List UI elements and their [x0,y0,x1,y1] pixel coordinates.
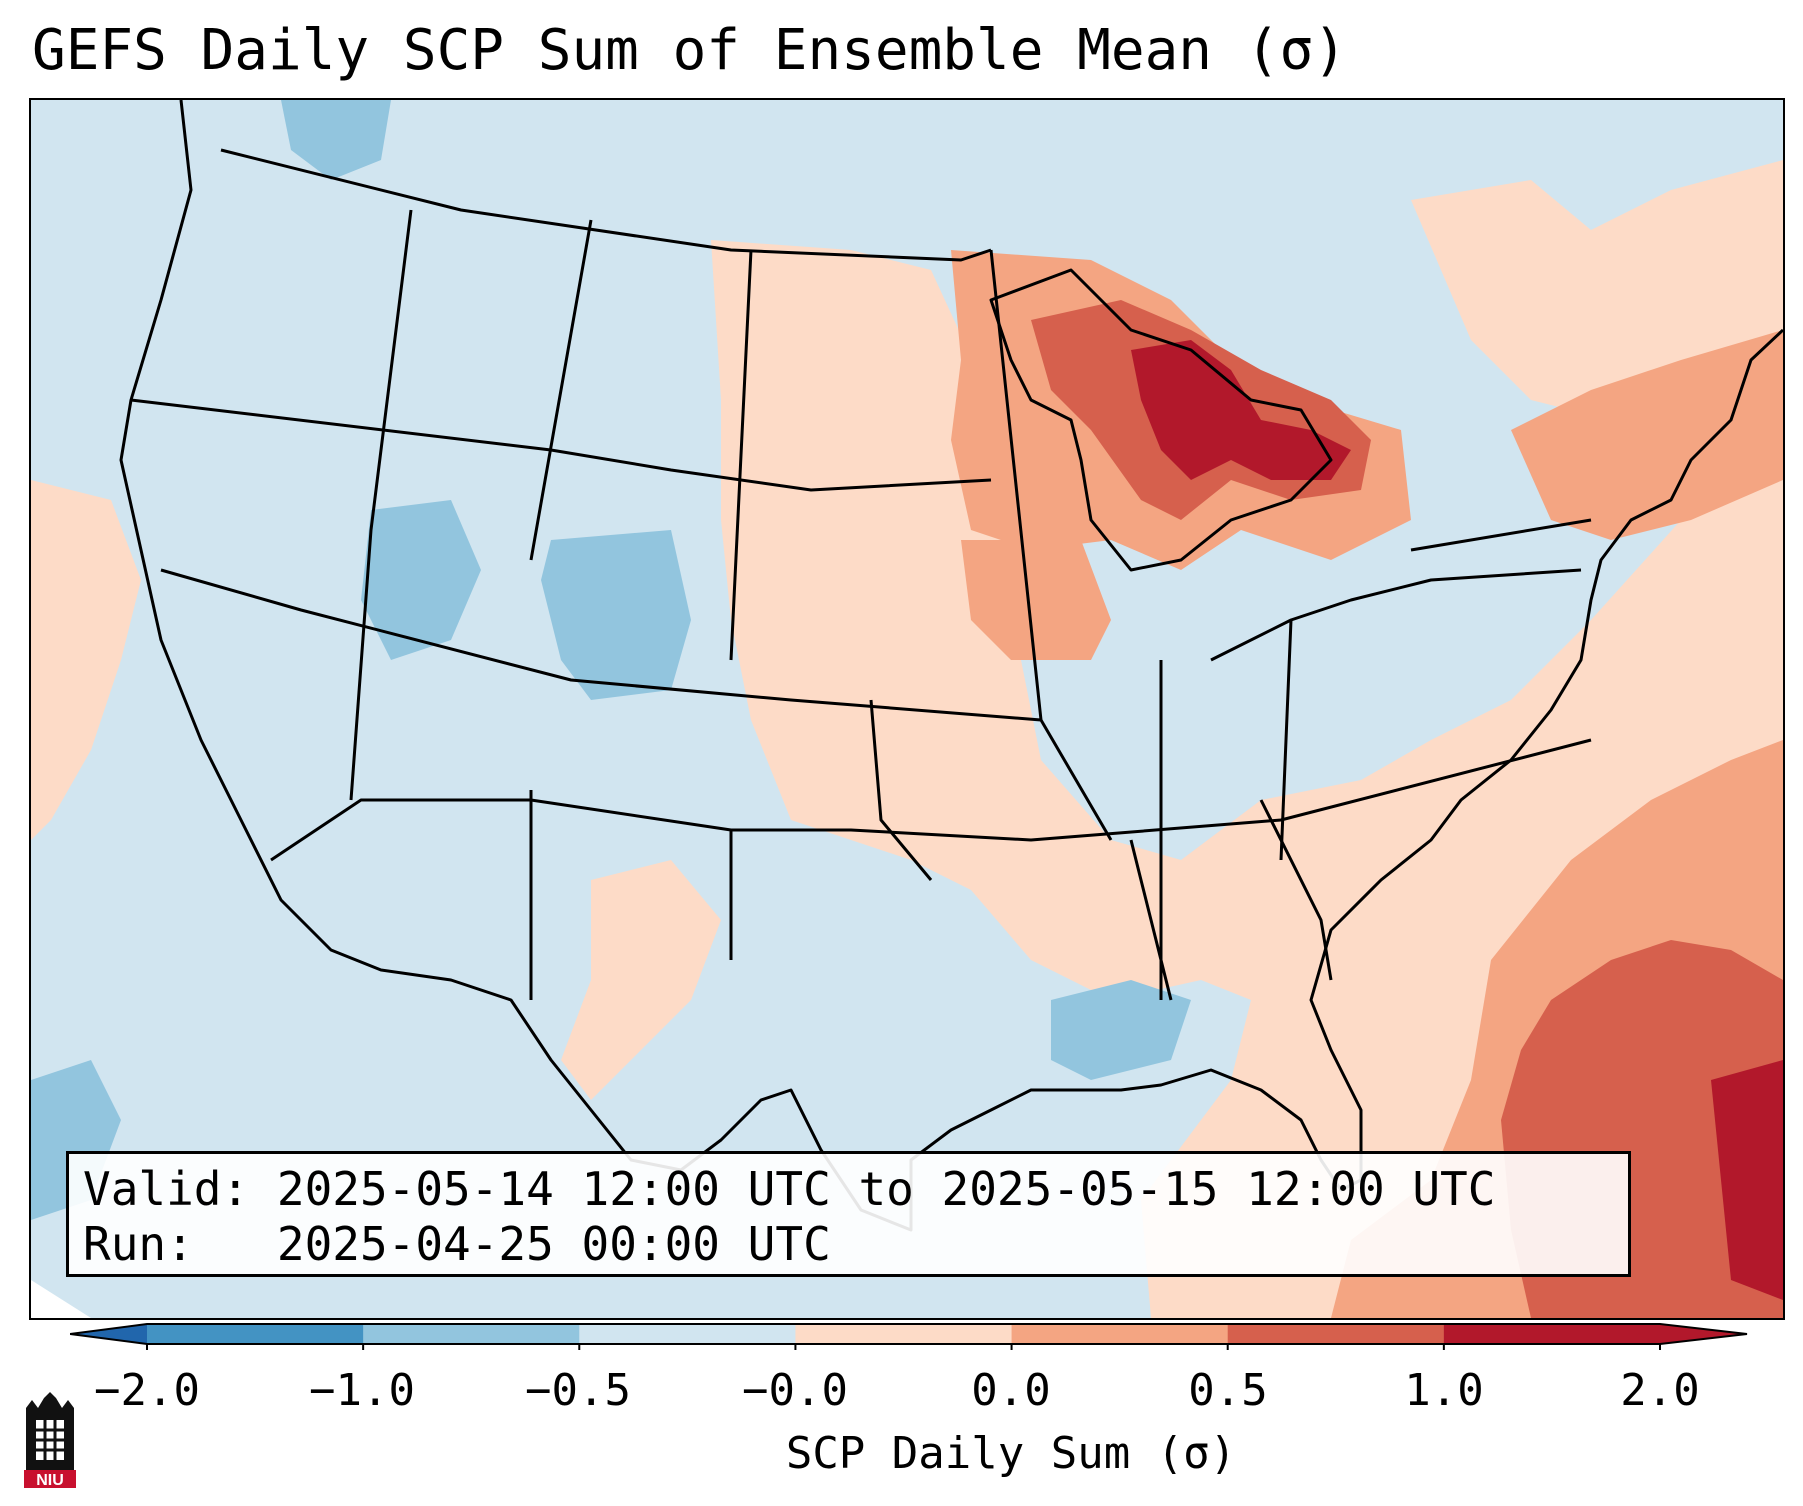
mid-blue-region-utah [361,500,481,660]
us-outline [119,100,1783,1232]
valid-run-info-box: Valid: 2025-05-14 12:00 UTC to 2025-05-1… [66,1151,1631,1277]
dark-red-region-michigan [1131,340,1351,480]
colorbar-tick-label: −2.0 [94,1365,200,1416]
colorbar-label: SCP Daily Sum (σ) [785,1428,1237,1479]
map-panel [29,98,1785,1320]
dark-red-region-atlantic [1711,1060,1783,1300]
mid-red-region-northeast [1511,330,1783,540]
state-line-2 [160,568,1042,722]
run-time: 2025-04-25 00:00 UTC [276,1217,831,1271]
state-line-3 [270,738,1592,862]
colorbar-segment [1011,1324,1229,1344]
state-line-4 [529,699,933,1000]
colorbar-segment [147,1324,364,1344]
state-line-5 [349,209,1043,801]
boundary-lines [119,100,1783,1232]
scp-map [31,100,1783,1318]
colorbar-segment [795,1324,1013,1344]
mid-red-region-iowa [961,540,1111,660]
colorbar-extend-low [70,1324,147,1344]
colorbar-tick-label: 0.5 [1188,1365,1268,1416]
mid-blue-region-washington [281,100,391,180]
colorbar-tick-label: 2.0 [1620,1365,1700,1416]
colorbar-tick-label: 1.0 [1404,1365,1484,1416]
state-line-6 [1039,518,1592,1000]
colorbar-extend-high [1660,1324,1747,1344]
canada-border [220,148,992,262]
valid-time-range: 2025-05-14 12:00 UTC to 2025-05-15 12:00… [276,1162,1496,1216]
light-red-region-southwest [561,860,721,1100]
colorbar-segment [579,1324,796,1344]
university-tower-icon: NIU [24,1392,76,1489]
light-red-region-west-coast [31,480,141,840]
mid-blue-region-gulf [1051,980,1191,1080]
great-lakes-shore [989,268,1333,572]
colorbar-tick-label: 0.0 [971,1365,1051,1416]
state-line-7 [1210,568,1582,662]
logo-text: NIU [36,1472,64,1489]
colorbar-tick-label: −0.0 [742,1365,848,1416]
colorbar-segment [363,1324,580,1344]
run-label: Run: [83,1217,194,1271]
state-line-8 [1129,799,1333,1001]
colorbar-tick-label: −1.0 [309,1365,415,1416]
colorbar-segment [1227,1324,1445,1344]
colorbar-segment [1443,1324,1661,1344]
colorbar [70,1323,1748,1350]
mid-blue-region-colorado [541,530,691,700]
map-title: GEFS Daily SCP Sum of Ensemble Mean (σ) [32,18,1347,83]
valid-label: Valid: [83,1162,250,1216]
state-line-1 [130,398,992,492]
colorbar-tick-label: −0.5 [525,1365,631,1416]
